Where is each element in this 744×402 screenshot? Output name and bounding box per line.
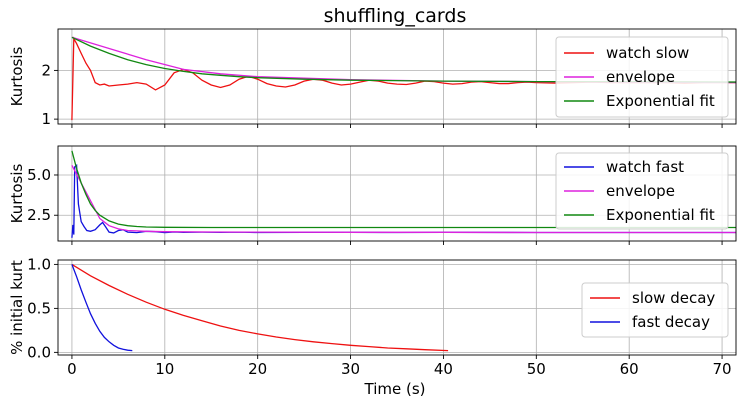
legend-box [555,152,729,230]
y-tick-label: 1 [41,110,51,128]
legend: watch slow envelope Exponential fit [555,36,729,118]
series-line-exponential-fit [71,36,736,83]
x-tick-label: 50 [527,360,546,378]
y-axis-label: Kurtosis [8,164,26,224]
legend: slow decay fast decay [581,282,729,338]
y-tick-label: 2.5 [27,206,51,224]
legend-label: envelope [606,68,675,86]
panel-frame [57,28,737,125]
legend-box [581,282,729,338]
x-tick-label: 0 [67,360,77,378]
series-line-exponential-fit [71,150,736,229]
panel-3: 0.0 0.5 1.0 0 10 20 30 40 50 60 70 % initial kurt sl… [8,255,737,378]
y-tick-label: 2 [41,61,51,79]
y-tick-label: 0.0 [27,343,51,361]
x-tick-label: 40 [434,360,453,378]
series-line-watch-slow [71,36,736,121]
x-tick-label: 70 [713,360,732,378]
legend: watch fast envelope Exponential fit [555,152,729,230]
x-tick-label: 30 [341,360,360,378]
y-axis-label: Kurtosis [8,47,26,107]
x-tick-label: 60 [620,360,639,378]
x-tick-label: 20 [248,360,267,378]
y-tick-label: 1.0 [27,255,51,273]
legend-label: envelope [606,182,675,200]
panels: 1 2 Kurtosis watch slow envelope Exponential … [8,28,737,378]
series-group [71,150,736,238]
panel-frame [57,259,737,356]
legend-label: slow decay [632,289,715,307]
legend-label: Exponential fit [606,206,715,224]
y-axis-label: % initial kurt [8,260,26,355]
x-axis-label: Time (s) [364,380,426,398]
series-group [71,263,449,352]
x-tick-label: 10 [155,360,174,378]
series-line-slow-decay [71,263,449,352]
legend-label: fast decay [632,313,710,331]
y-tick-label: 0.5 [27,299,51,317]
series-line-fast-decay [71,264,133,352]
chart-title: shuffling_cards [324,5,467,27]
panel-frame [57,145,737,242]
legend-label: watch fast [606,158,684,176]
panel-1: 1 2 Kurtosis watch slow envelope Exponential … [8,28,737,128]
y-tick-label: 5.0 [27,166,51,184]
legend-label: watch slow [606,44,689,62]
legend-label: Exponential fit [606,92,715,110]
legend-box [555,36,729,118]
